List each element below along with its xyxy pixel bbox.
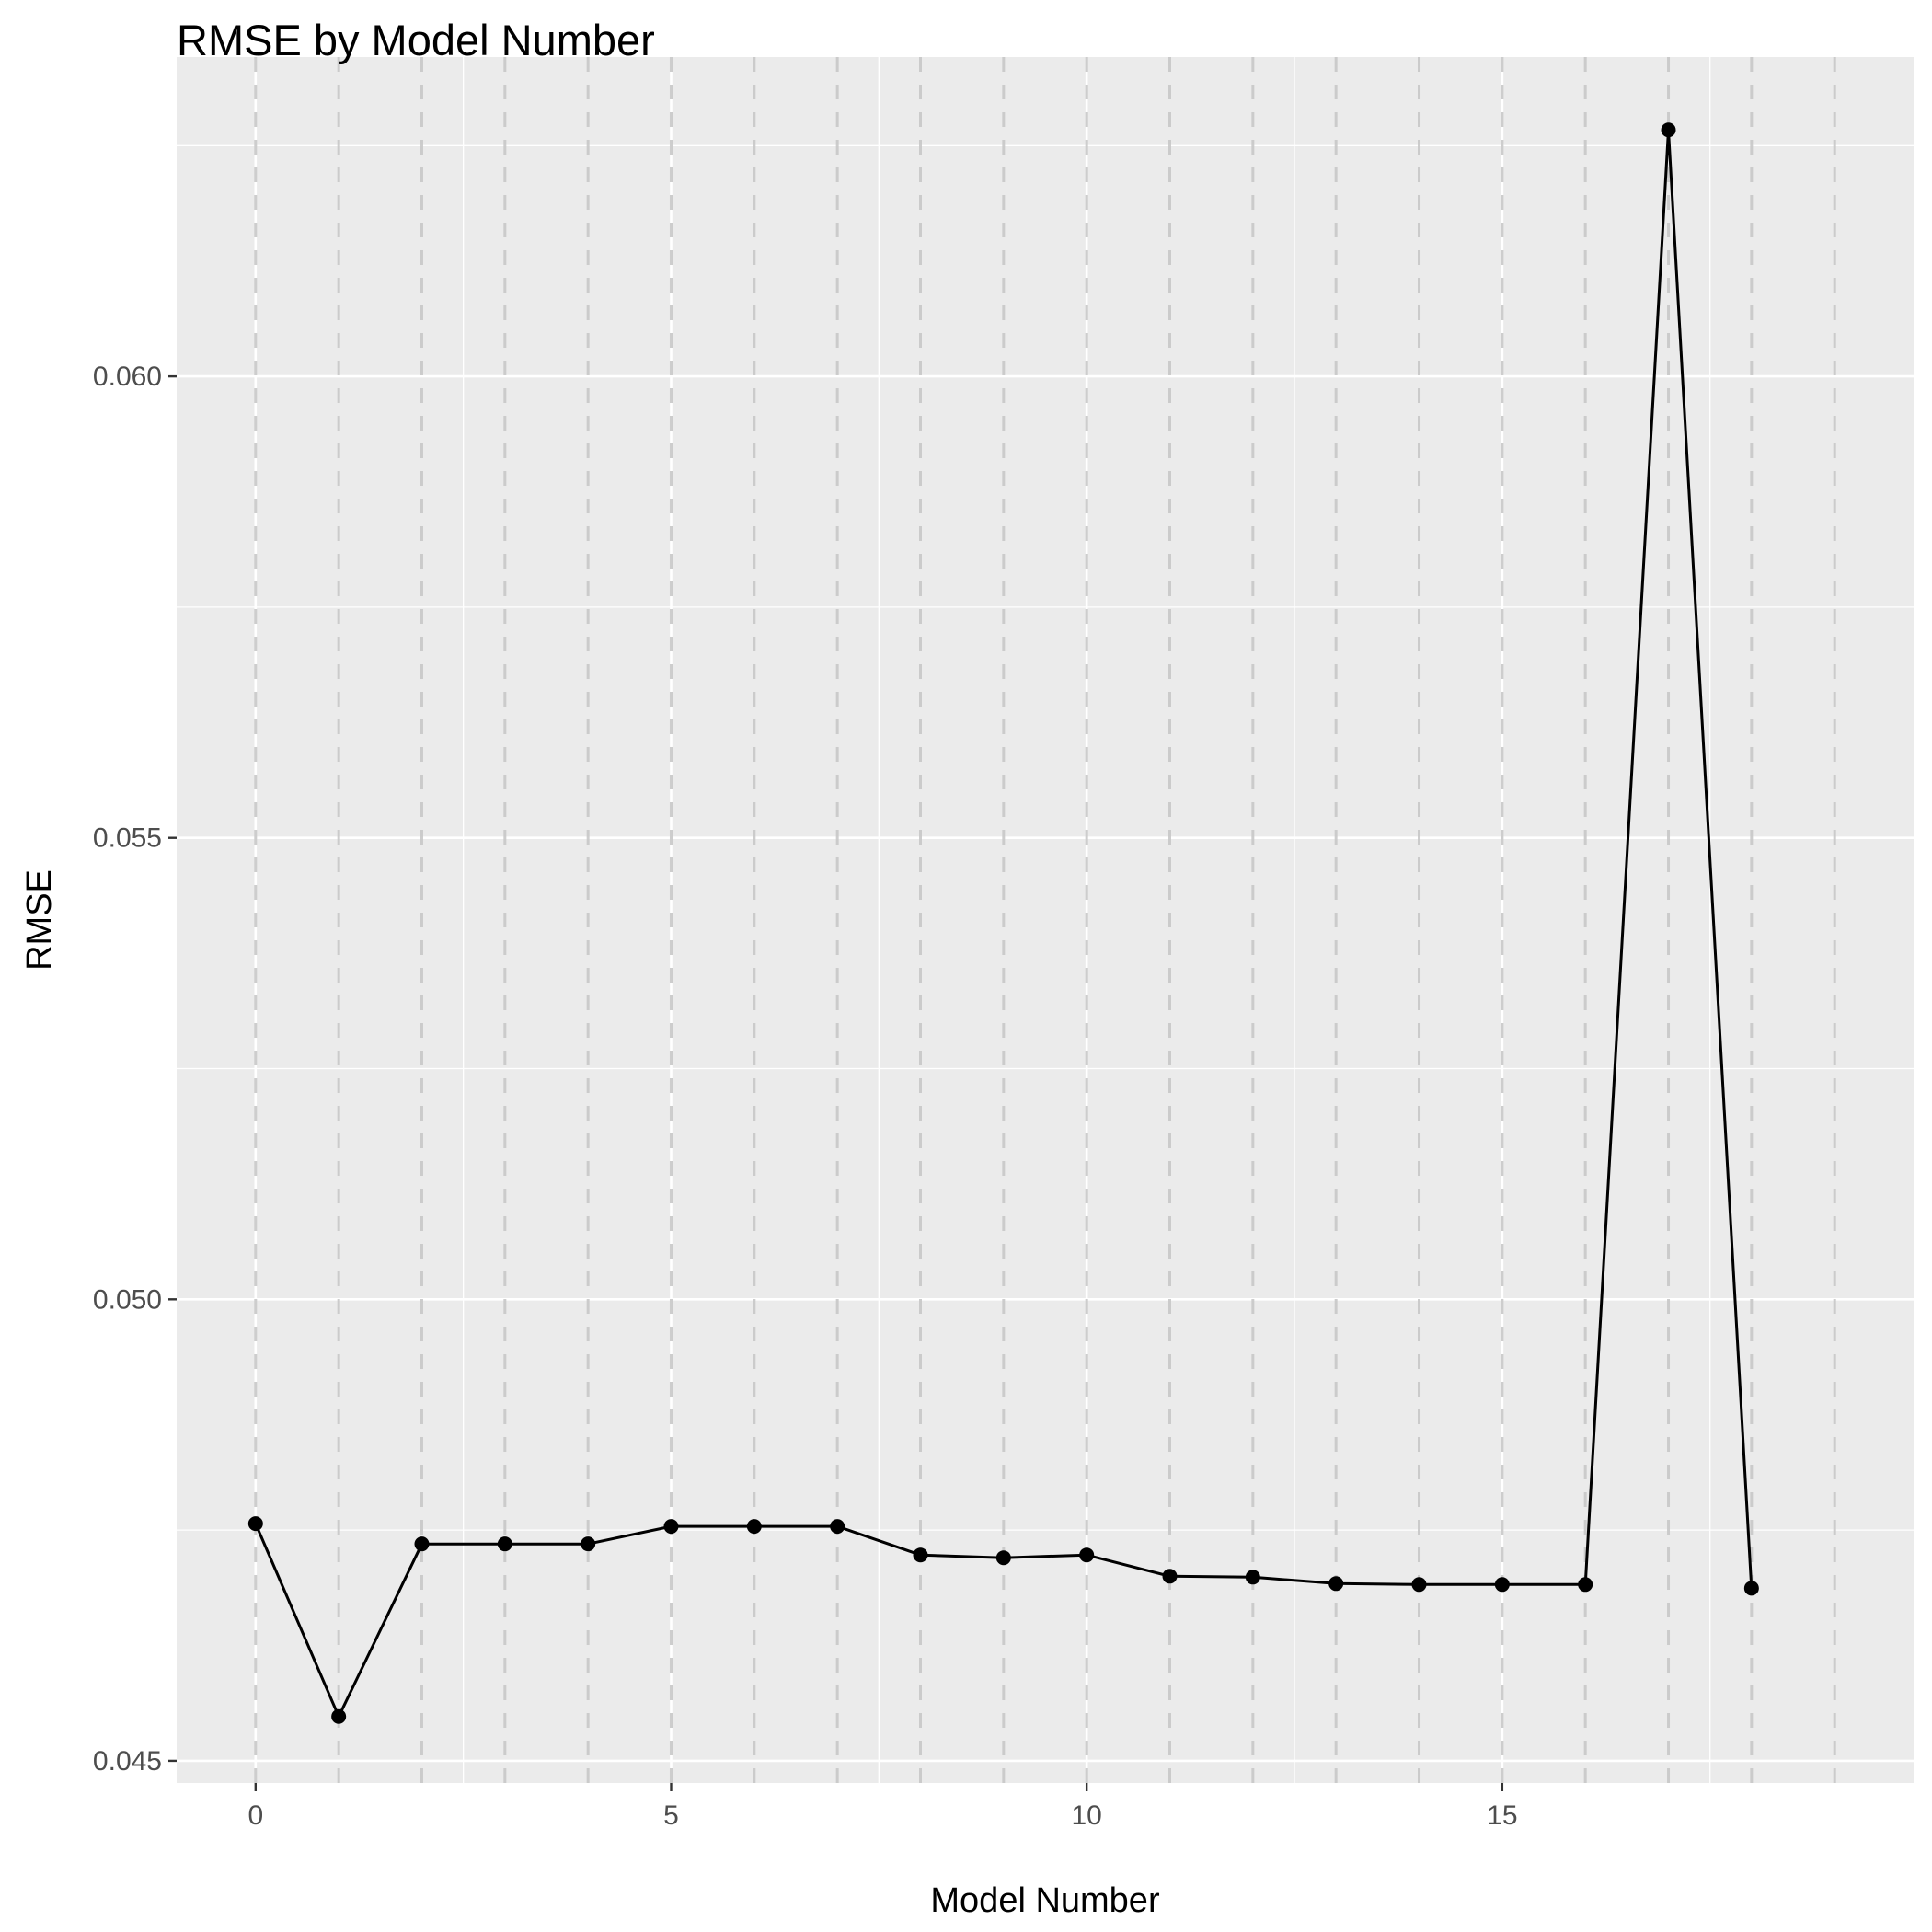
data-point bbox=[1162, 1569, 1178, 1584]
data-point bbox=[1743, 1581, 1759, 1596]
data-point bbox=[331, 1708, 347, 1724]
data-point bbox=[913, 1547, 928, 1563]
data-point bbox=[1411, 1577, 1427, 1593]
data-point bbox=[497, 1536, 512, 1552]
y-axis-title: RMSE bbox=[20, 869, 59, 971]
data-point bbox=[247, 1516, 263, 1532]
data-point bbox=[1079, 1547, 1095, 1563]
data-point bbox=[1661, 122, 1676, 138]
y-tick-label: 0.060 bbox=[93, 362, 162, 392]
minor-gridlines bbox=[177, 57, 1914, 1783]
x-tick-label: 15 bbox=[1487, 1800, 1517, 1831]
x-tick-label: 0 bbox=[247, 1800, 263, 1831]
axis-ticks bbox=[168, 374, 1504, 1791]
data-point bbox=[1245, 1570, 1260, 1585]
data-point bbox=[995, 1550, 1011, 1566]
data-point bbox=[581, 1536, 596, 1552]
tick-labels: 0 5 10 15 0.045 0.050 0.055 0.060 bbox=[93, 362, 1518, 1831]
reference-lines bbox=[254, 57, 1836, 1783]
data-point bbox=[746, 1519, 762, 1535]
data-point bbox=[830, 1519, 845, 1535]
y-tick-label: 0.055 bbox=[93, 823, 162, 854]
data-point bbox=[414, 1536, 430, 1552]
data-point bbox=[1328, 1576, 1344, 1592]
y-tick-label: 0.050 bbox=[93, 1284, 162, 1315]
y-tick-label: 0.045 bbox=[93, 1746, 162, 1777]
data-point bbox=[1494, 1577, 1510, 1593]
chart-title: RMSE by Model Number bbox=[177, 16, 655, 64]
data-point bbox=[663, 1519, 679, 1535]
x-tick-label: 10 bbox=[1071, 1800, 1101, 1831]
plot-panel bbox=[177, 57, 1914, 1783]
x-tick-label: 5 bbox=[663, 1800, 679, 1831]
data-point bbox=[1578, 1577, 1593, 1593]
series-layer bbox=[247, 122, 1759, 1724]
x-axis-title: Model Number bbox=[930, 1881, 1160, 1920]
